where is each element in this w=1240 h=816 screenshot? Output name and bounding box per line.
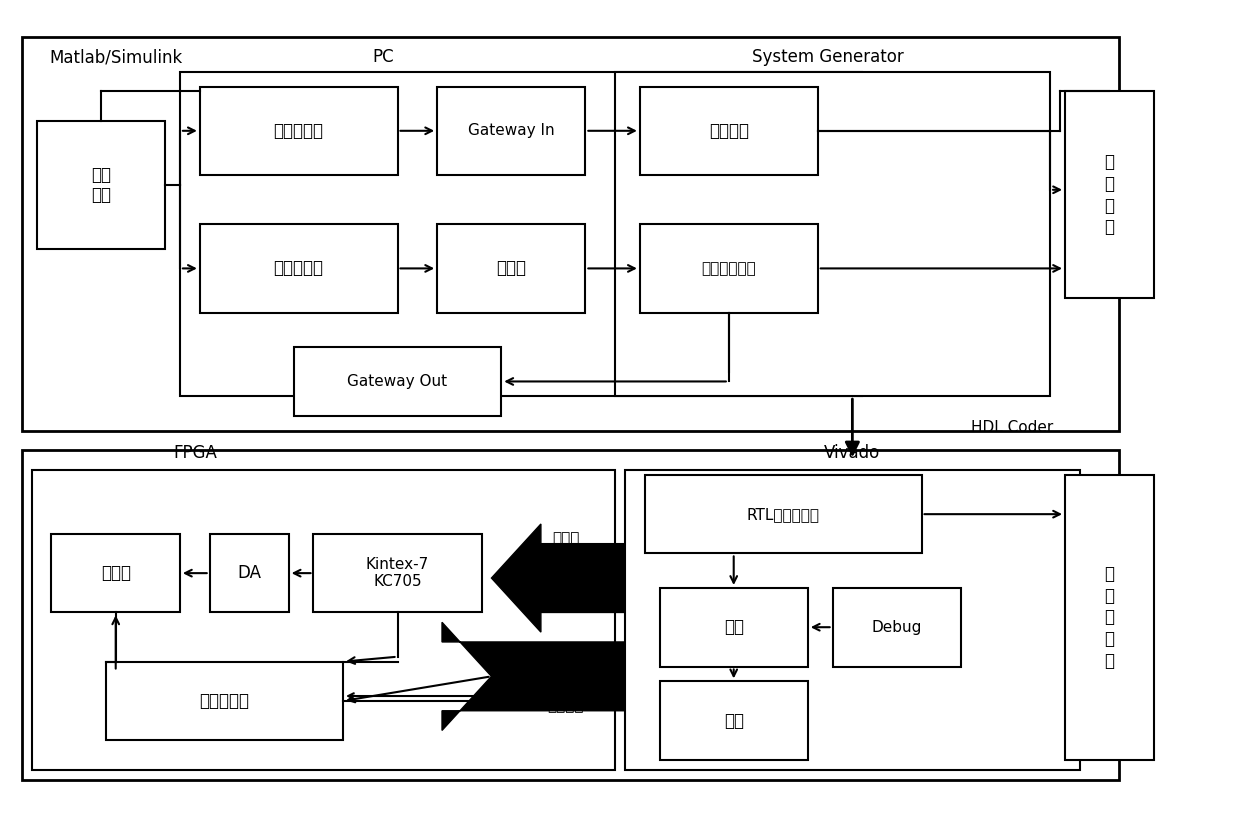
Text: 实现: 实现 [724, 712, 744, 730]
Bar [832, 588, 961, 667]
Bar [210, 534, 289, 613]
Text: Vivado: Vivado [825, 444, 880, 462]
Bar [436, 86, 585, 175]
Text: 为: 为 [1105, 587, 1115, 605]
Bar [200, 224, 398, 313]
Text: 仿: 仿 [1105, 197, 1115, 215]
Bar [105, 662, 343, 740]
Text: 混: 混 [1105, 153, 1115, 171]
Bar [660, 588, 808, 667]
Text: Matlab/Simulink: Matlab/Simulink [50, 48, 182, 66]
Bar [660, 681, 808, 760]
Bar [314, 534, 481, 613]
Bar [625, 470, 1080, 769]
Text: PC: PC [372, 48, 393, 66]
Text: 离散化: 离散化 [496, 259, 526, 277]
Bar [294, 347, 501, 416]
Text: Kintex-7: Kintex-7 [366, 557, 429, 572]
Text: Gateway In: Gateway In [467, 123, 554, 138]
Text: 合: 合 [1105, 175, 1115, 193]
Text: 级: 级 [1105, 609, 1115, 627]
Text: System Generator: System Generator [751, 48, 904, 66]
Text: Debug: Debug [872, 619, 923, 635]
Bar [22, 450, 1120, 779]
Bar [436, 224, 585, 313]
Text: 电路子模型: 电路子模型 [274, 259, 324, 277]
Bar [640, 224, 817, 313]
Text: 比特流: 比特流 [552, 531, 579, 546]
Bar [1065, 91, 1154, 298]
Text: 控制子模型: 控制子模型 [274, 122, 324, 140]
Text: FPGA: FPGA [172, 444, 217, 462]
Text: 在回路仿真: 在回路仿真 [200, 692, 249, 710]
Text: 真: 真 [1105, 652, 1115, 670]
Text: DA: DA [237, 564, 262, 582]
Text: 电路数字模型: 电路数字模型 [702, 261, 756, 276]
Bar [37, 121, 165, 249]
Text: 控制信号: 控制信号 [709, 122, 749, 140]
Text: 示波器: 示波器 [100, 564, 130, 582]
Bar [180, 72, 862, 397]
Bar [615, 72, 1050, 397]
Polygon shape [491, 524, 625, 632]
Text: 波形分析: 波形分析 [547, 698, 584, 713]
Text: 初级: 初级 [91, 166, 110, 184]
Bar [22, 38, 1120, 431]
Text: 真: 真 [1105, 218, 1115, 236]
Bar [51, 534, 180, 613]
Text: 行: 行 [1105, 565, 1115, 583]
Text: HDL Coder: HDL Coder [971, 420, 1053, 435]
Bar [645, 475, 921, 553]
Text: 仿真: 仿真 [91, 186, 110, 204]
Polygon shape [441, 623, 625, 730]
Bar [640, 86, 817, 175]
Bar [1065, 475, 1154, 760]
Bar [32, 470, 615, 769]
Text: Gateway Out: Gateway Out [347, 374, 448, 389]
Bar [200, 86, 398, 175]
Text: KC705: KC705 [373, 574, 422, 589]
Text: 综合: 综合 [724, 619, 744, 636]
Text: 仿: 仿 [1105, 630, 1115, 648]
Text: RTL系统级集成: RTL系统级集成 [746, 507, 820, 521]
